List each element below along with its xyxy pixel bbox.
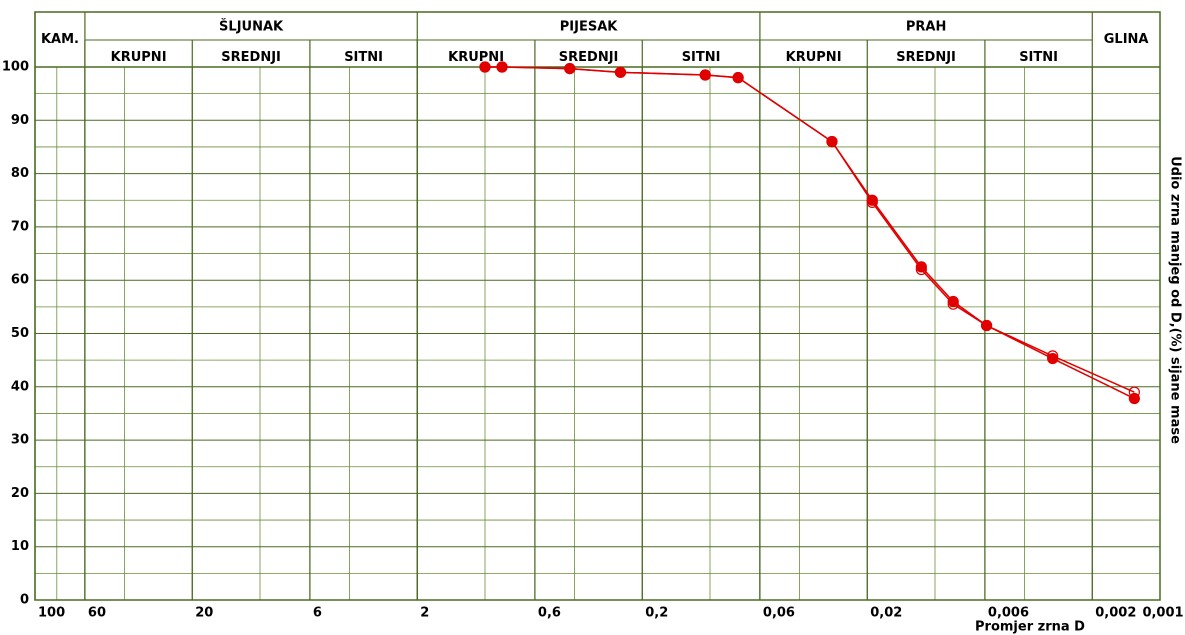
- data-point: [915, 263, 927, 276]
- data-point: [564, 62, 576, 75]
- series-line: [485, 66, 1135, 393]
- x-tick-label: 2: [420, 606, 429, 621]
- data-point: [496, 61, 508, 73]
- subzone-label: SITNI: [1019, 50, 1058, 65]
- data-point: [1047, 350, 1059, 362]
- data-point: [479, 61, 491, 73]
- data-point: [980, 319, 993, 332]
- subzone-label: SREDNJI: [559, 50, 619, 65]
- subzone-label: KRUPNI: [111, 50, 167, 65]
- x-tick-label: 6: [313, 606, 322, 621]
- zone-label: ŠLJUNAK: [219, 19, 284, 35]
- y-tick-label: 30: [11, 433, 29, 448]
- data-point: [947, 295, 959, 308]
- y-tick-label: 90: [11, 113, 29, 128]
- y-tick-label: 0: [20, 593, 29, 608]
- y-tick-label: 70: [11, 219, 29, 234]
- x-tick-label: 100: [38, 606, 65, 621]
- y-tick-label: 40: [11, 379, 29, 394]
- x-tick-label: 0,001: [1142, 606, 1183, 621]
- y-tick-label: 50: [11, 326, 29, 341]
- x-tick-label: 0,02: [870, 606, 902, 621]
- subzone-label: KRUPNI: [448, 50, 504, 65]
- zone-label: GLINA: [1104, 32, 1149, 47]
- y-tick-label: 20: [11, 486, 29, 501]
- subzone-label: KRUPNI: [786, 50, 842, 65]
- plot-frame: [34, 11, 1161, 601]
- zone-label: KAM.: [41, 32, 79, 47]
- x-tick-label: 20: [195, 606, 213, 621]
- y-tick-label: 100: [2, 60, 29, 75]
- x-tick-label: 0,2: [645, 606, 668, 621]
- data-point: [915, 261, 927, 273]
- y-tick-label: 60: [11, 273, 29, 288]
- data-point: [699, 69, 711, 81]
- x-tick-label: 0,06: [763, 606, 795, 621]
- y-tick-label: 10: [11, 539, 29, 554]
- x-tick-label: 60: [88, 606, 106, 621]
- x-tick-label: 0,002: [1095, 606, 1136, 621]
- data-point: [866, 196, 878, 208]
- data-point: [826, 136, 838, 148]
- subzone-label: SITNI: [344, 50, 383, 65]
- y-tick-label: 80: [11, 166, 29, 181]
- zone-label: PRAH: [906, 20, 946, 35]
- zone-label: PIJESAK: [560, 20, 619, 35]
- data-point: [947, 298, 959, 310]
- subzone-label: SREDNJI: [221, 50, 281, 65]
- y-axis-label: Udio zrna manjeg od D,(%) sijane mase: [1168, 156, 1183, 444]
- x-tick-label: 0,6: [538, 606, 561, 621]
- x-axis-label: Promjer zrna D: [975, 620, 1085, 635]
- subzone-label: SREDNJI: [896, 50, 956, 65]
- data-point: [614, 66, 627, 78]
- subzone-label: SITNI: [682, 50, 721, 65]
- x-tick-label: 0,006: [988, 606, 1029, 621]
- data-point: [732, 72, 744, 84]
- data-point: [1128, 386, 1140, 398]
